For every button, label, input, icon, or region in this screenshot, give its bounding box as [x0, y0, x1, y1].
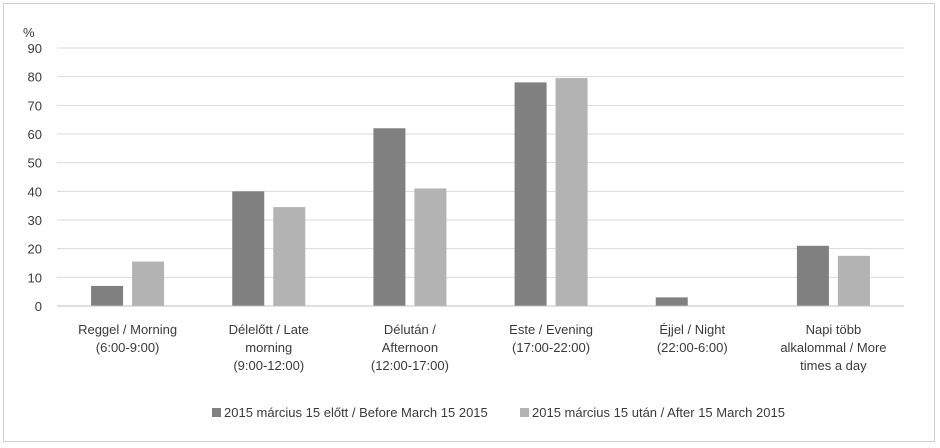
legend-label-before: 2015 március 15 előtt / Before March 15 …: [224, 405, 488, 420]
y-axis-ticks: 0 10 20 30 40 50 60 70 80 90: [28, 41, 42, 314]
legend-label-after: 2015 március 15 után / After 15 March 20…: [532, 405, 785, 420]
gridlines: [57, 47, 904, 278]
bar-s2-c1: [132, 261, 165, 306]
y-tick-label-90: 90: [28, 41, 42, 56]
bar-chart: % 0 10 20 30 40 50 60 70 80 90 Reggel / Morning (6…: [23, 25, 904, 420]
x-category-label-6: Napi több alkalommal / More times a day: [780, 322, 886, 373]
chart-frame: % 0 10 20 30 40 50 60 70 80 90 Reggel / Morning (6…: [3, 3, 935, 442]
x-category-label-1: Reggel / Morning (6:00-9:00): [78, 322, 177, 355]
bar-s1-c4: [514, 82, 547, 307]
y-tick-label-0: 0: [35, 299, 42, 314]
bar-s1-c2: [232, 191, 265, 306]
x-category-label-5: Éjjel / Night (22:00-6:00): [657, 322, 728, 355]
y-tick-label-30: 30: [28, 213, 42, 228]
y-tick-label-20: 20: [28, 242, 42, 257]
legend-swatch-before: [212, 408, 221, 417]
x-axis-category-labels: Reggel / Morning (6:00-9:00) Délelőtt / La…: [78, 322, 886, 373]
y-axis-unit-label: %: [23, 25, 35, 40]
bar-s2-c4: [555, 78, 588, 306]
bar-s1-c1: [91, 285, 124, 306]
y-tick-label-40: 40: [28, 184, 42, 199]
y-tick-label-80: 80: [28, 70, 42, 85]
legend-swatch-after: [520, 408, 529, 417]
x-category-label-2: Délelőtt / Late morning (9:00-12:00): [229, 322, 309, 373]
y-tick-label-50: 50: [28, 156, 42, 171]
x-category-label-4: Este / Evening (17:00-22:00): [509, 322, 593, 355]
y-tick-label-10: 10: [28, 270, 42, 285]
bars: [91, 78, 870, 307]
bar-s2-c3: [414, 188, 447, 306]
bar-s1-c3: [373, 128, 406, 306]
bar-s2-c2: [273, 207, 306, 306]
y-tick-label-70: 70: [28, 98, 42, 113]
y-tick-label-60: 60: [28, 127, 42, 142]
legend: 2015 március 15 előtt / Before March 15 …: [212, 405, 785, 420]
x-category-label-3: Délután / Afternoon (12:00-17:00): [371, 322, 449, 373]
bar-s2-c6: [837, 255, 870, 306]
bar-s1-c6: [796, 245, 829, 306]
bar-s1-c5: [655, 297, 688, 306]
